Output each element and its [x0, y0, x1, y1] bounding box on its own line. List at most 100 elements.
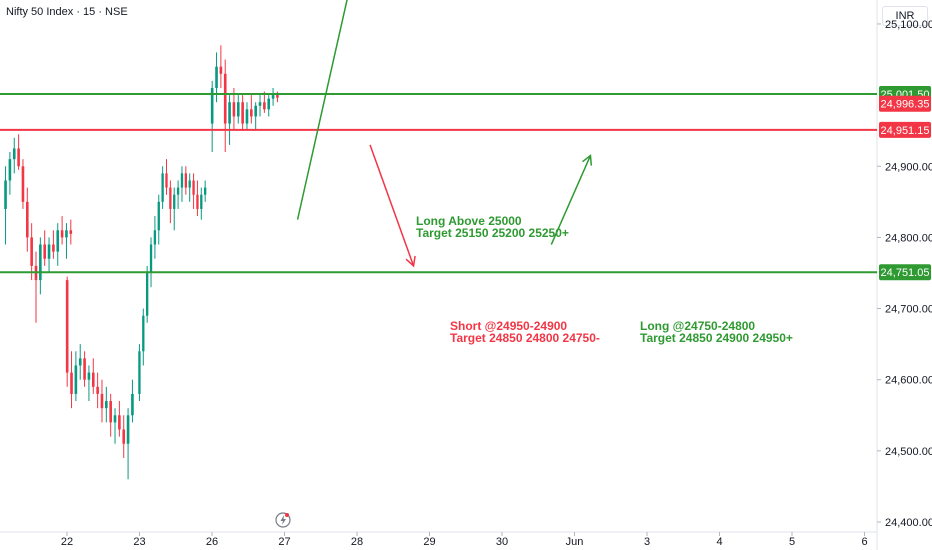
candle-body	[52, 244, 55, 252]
currency-button[interactable]: INR	[882, 6, 928, 26]
candle-body	[12, 148, 16, 160]
candle-body	[153, 230, 157, 245]
y-tick-label: 24,400.00	[885, 517, 932, 529]
last-price-label: 24,996.35	[881, 99, 930, 111]
y-tick-label: 24,500.00	[885, 446, 932, 458]
candle-body	[157, 201, 160, 231]
y-tick-label: 24,900.00	[885, 161, 932, 173]
candle-body	[56, 230, 60, 252]
candle-body	[138, 351, 141, 394]
candle-body	[196, 194, 199, 209]
x-tick-label: Jun	[566, 536, 584, 548]
candle-body	[131, 393, 134, 416]
candle-body	[149, 244, 153, 273]
x-tick-label: 29	[423, 536, 435, 548]
candle-body	[161, 173, 164, 202]
candle-body	[30, 237, 33, 266]
trend-arrow[interactable]	[296, 0, 359, 220]
candle-body	[232, 102, 236, 117]
candle-body	[176, 187, 180, 195]
arrow-head	[405, 255, 416, 268]
level-price-label: 24,751.05	[881, 267, 930, 279]
x-tick-label: 28	[351, 536, 363, 548]
candle-body	[169, 187, 172, 209]
candle-body	[228, 102, 231, 124]
candle-body	[25, 201, 29, 238]
candle-body	[173, 194, 176, 209]
candle-body	[219, 66, 223, 74]
candle-body	[113, 415, 117, 423]
candle-body	[258, 102, 262, 106]
candle-body	[65, 230, 68, 238]
annotation-text[interactable]: Long Above 25000	[416, 214, 522, 228]
annotation-text[interactable]: Short @24950-24900	[450, 319, 567, 333]
annotation-text[interactable]: Target 24850 24900 24950+	[640, 331, 793, 345]
trend-arrow[interactable]	[369, 144, 415, 267]
x-tick-label: 4	[716, 536, 722, 548]
candle-body	[21, 166, 25, 202]
candle-body	[184, 173, 187, 188]
candle-body	[263, 102, 266, 110]
candle-body	[188, 180, 191, 188]
candle-body	[210, 87, 214, 124]
candle-body	[105, 401, 108, 409]
horizontal-levels: 25,254.8025,001.5024,951.1524,751.0524,9…	[0, 86, 931, 281]
arrow-head	[582, 154, 593, 166]
level-price-label: 24,951.15	[881, 125, 930, 137]
candle-body	[17, 148, 20, 167]
candle-body	[109, 401, 112, 423]
annotation-text[interactable]: Target 24850 24800 24750-	[450, 331, 600, 345]
candle-body	[200, 194, 203, 209]
candle-body	[236, 102, 240, 117]
event-marker[interactable]	[275, 512, 291, 528]
x-tick-label: 5	[789, 536, 795, 548]
candle-body	[245, 109, 249, 124]
last-price-tag	[879, 95, 931, 112]
candle-body	[142, 315, 145, 352]
x-tick-label: 26	[206, 536, 218, 548]
candle-body	[241, 102, 244, 124]
candle-body	[91, 372, 95, 387]
x-tick-label: 22	[61, 536, 73, 548]
candle-body	[180, 173, 184, 188]
price-axis[interactable]: 25,500.0025,400.0025,300.0025,200.0025,1…	[877, 0, 932, 529]
candles	[4, 45, 279, 480]
y-tick-label: 24,600.00	[885, 375, 932, 387]
candle-body	[126, 415, 130, 444]
lightning-flag-icon[interactable]	[275, 512, 291, 528]
candle-body	[70, 372, 73, 394]
candle-body	[83, 358, 86, 380]
candle-body	[65, 280, 69, 373]
candle-body	[60, 230, 64, 238]
annotation-text[interactable]: Target 25150 25200 25250+	[416, 226, 569, 240]
candle-body	[100, 393, 104, 409]
candle-body	[87, 372, 91, 380]
candle-body	[39, 244, 42, 281]
candle-body	[271, 95, 275, 99]
grid	[0, 0, 878, 550]
y-tick-label: 25,100.00	[885, 19, 932, 31]
x-tick-label: 27	[278, 536, 290, 548]
candle-body	[69, 230, 73, 234]
annotation-text[interactable]: Long @24750-24800	[640, 319, 755, 333]
candle-body	[223, 73, 227, 124]
lightning-bolt-icon	[280, 515, 286, 525]
x-tick-label: 3	[644, 536, 650, 548]
y-tick-label: 24,800.00	[885, 232, 932, 244]
candle-body	[215, 66, 218, 88]
candle-body	[8, 159, 12, 181]
candle-body	[78, 358, 82, 366]
candle-body	[254, 105, 257, 117]
symbol-title[interactable]: Nifty 50 Index · 15 · NSE	[6, 6, 128, 18]
level-price-tag	[879, 121, 931, 138]
trend-arrow[interactable]	[550, 155, 592, 245]
candle-body	[43, 244, 47, 259]
x-tick-label: 23	[133, 536, 145, 548]
candle-body	[122, 429, 126, 444]
time-axis[interactable]: 22 23 26 27 28 29 30 Jun 3 4 5 6	[61, 532, 868, 548]
candle-body	[204, 187, 207, 195]
candle-body	[165, 173, 168, 188]
candle-body	[267, 98, 271, 110]
